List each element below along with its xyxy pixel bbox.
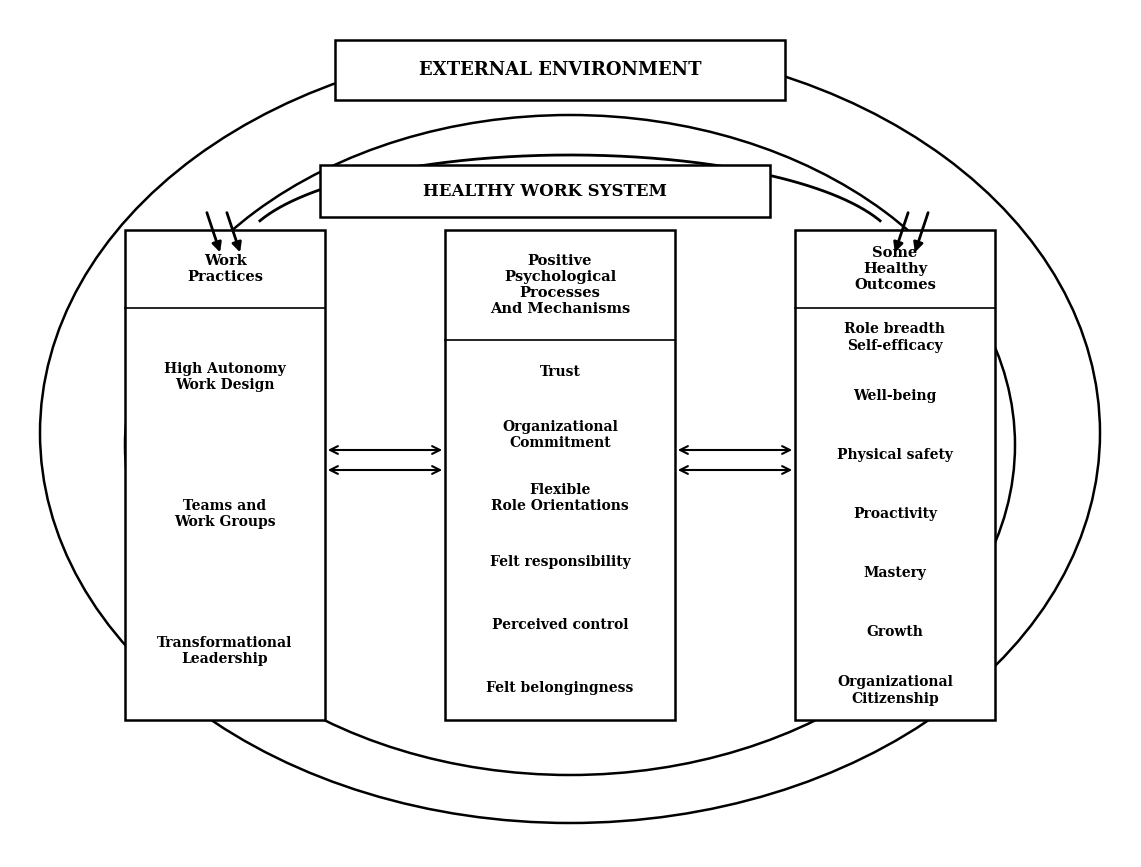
Text: Trust: Trust bbox=[540, 365, 581, 379]
Text: Proactivity: Proactivity bbox=[853, 507, 937, 521]
Ellipse shape bbox=[126, 115, 1015, 775]
Text: Transformational
Leadership: Transformational Leadership bbox=[157, 636, 293, 667]
Text: Positive
Psychological
Processes
And Mechanisms: Positive Psychological Processes And Mec… bbox=[489, 254, 630, 316]
Text: Organizational
Commitment: Organizational Commitment bbox=[502, 420, 618, 450]
Text: Felt belongingness: Felt belongingness bbox=[486, 681, 633, 695]
Text: EXTERNAL ENVIRONMENT: EXTERNAL ENVIRONMENT bbox=[419, 61, 702, 79]
Text: Well-being: Well-being bbox=[853, 389, 937, 403]
Text: Physical safety: Physical safety bbox=[837, 448, 953, 462]
Text: Organizational
Citizenship: Organizational Citizenship bbox=[837, 675, 953, 706]
FancyArrowPatch shape bbox=[895, 212, 908, 250]
Text: High Autonomy
Work Design: High Autonomy Work Design bbox=[164, 362, 286, 392]
Ellipse shape bbox=[40, 43, 1100, 823]
Text: Mastery: Mastery bbox=[864, 566, 926, 580]
FancyBboxPatch shape bbox=[126, 230, 325, 720]
Text: Flexible
Role Orientations: Flexible Role Orientations bbox=[491, 483, 629, 513]
FancyArrowPatch shape bbox=[207, 212, 220, 250]
FancyBboxPatch shape bbox=[795, 230, 995, 720]
FancyBboxPatch shape bbox=[335, 40, 785, 100]
Text: Work
Practices: Work Practices bbox=[187, 254, 262, 284]
FancyBboxPatch shape bbox=[319, 165, 770, 217]
Text: Role breadth
Self-efficacy: Role breadth Self-efficacy bbox=[844, 323, 946, 353]
Text: Growth: Growth bbox=[866, 625, 923, 639]
Text: Perceived control: Perceived control bbox=[492, 618, 629, 632]
Text: Some
Healthy
Outcomes: Some Healthy Outcomes bbox=[855, 246, 936, 292]
FancyBboxPatch shape bbox=[445, 230, 675, 720]
FancyArrowPatch shape bbox=[915, 212, 928, 250]
Text: HEALTHY WORK SYSTEM: HEALTHY WORK SYSTEM bbox=[423, 182, 667, 199]
Text: Teams and
Work Groups: Teams and Work Groups bbox=[175, 499, 276, 529]
FancyArrowPatch shape bbox=[227, 212, 241, 250]
Text: Felt responsibility: Felt responsibility bbox=[489, 555, 630, 569]
